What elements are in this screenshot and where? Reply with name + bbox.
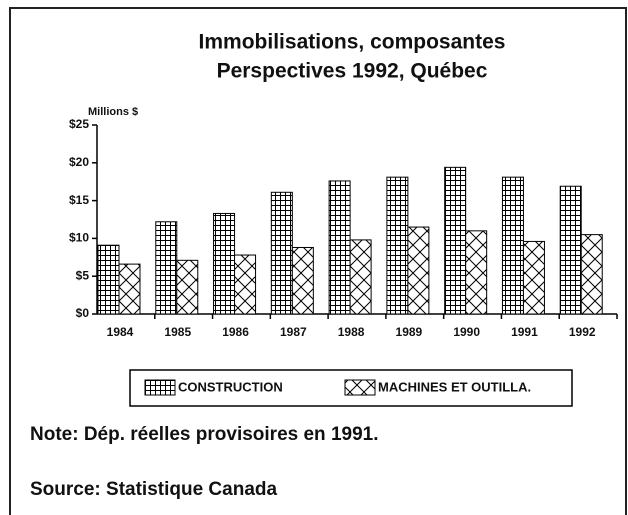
x-tick-label: 1989 [396,325,423,339]
bar [501,176,524,315]
bar [559,185,582,315]
bar [270,191,293,315]
legend-label: MACHINES ET OUTILLA. [378,379,531,394]
legend-swatch [344,379,376,396]
bar [349,239,372,315]
x-tick-label: 1991 [511,325,538,339]
bar [580,234,603,315]
bar [155,221,178,315]
y-tick-label: $10 [69,231,89,245]
note: Note: Dép. réelles provisoires en 1991. [30,424,379,445]
legend-label: CONSTRUCTION [178,379,283,394]
bar [213,212,236,315]
x-tick-label: 1990 [453,325,480,339]
y-tick-label: $15 [69,193,89,207]
bar [97,244,120,315]
bar [386,176,409,315]
y-tick-label: $0 [76,306,90,320]
x-tick-label: 1988 [338,325,365,339]
y-tick-label: $25 [69,117,89,131]
x-tick-label: 1986 [222,325,249,339]
source: Source: Statistique Canada [30,479,277,500]
y-tick-label: $5 [76,268,90,282]
x-tick-label: 1985 [164,325,191,339]
bar [328,180,351,315]
bar [522,240,545,315]
x-tick-label: 1984 [107,325,134,339]
bar [444,166,467,315]
bar [407,226,430,315]
legend-swatch [144,379,176,396]
frame [9,7,627,515]
bar [465,230,488,315]
y-tick-label: $20 [69,155,89,169]
chart-title: Immobilisations, composantes [199,31,506,54]
y-axis-label: Millions $ [88,106,138,118]
bar [234,254,257,315]
x-tick-label: 1992 [569,325,596,339]
bar [118,263,141,315]
x-tick-label: 1987 [280,325,307,339]
chart-subtitle: Perspectives 1992, Québec [217,60,488,83]
bar [291,246,314,315]
bar [176,259,199,315]
